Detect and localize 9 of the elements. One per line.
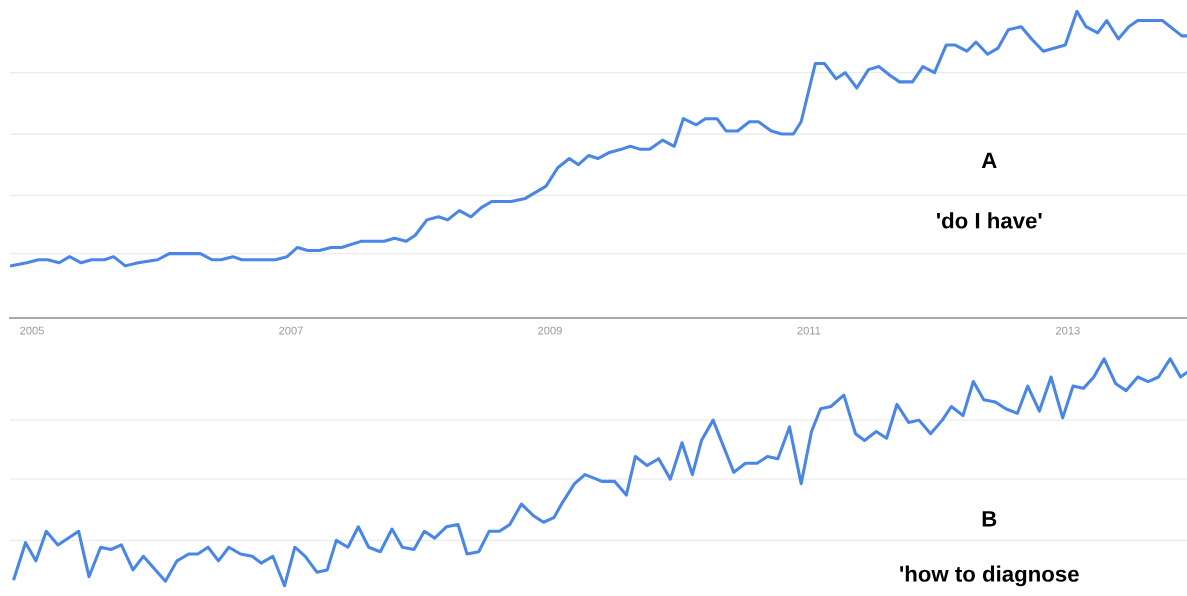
annotation: 'how to diagnose [900,565,1079,587]
x-tick-label: 2013 [1056,326,1080,335]
x-tick-label: 2011 [797,326,821,335]
annotation: B [982,511,997,527]
annotation: A [981,152,997,168]
x-tick-label: 2005 [20,326,44,335]
x-tick-label: 2007 [279,326,303,335]
x-tick-label: 2009 [538,326,562,335]
annotation: 'do I have' [937,212,1042,229]
